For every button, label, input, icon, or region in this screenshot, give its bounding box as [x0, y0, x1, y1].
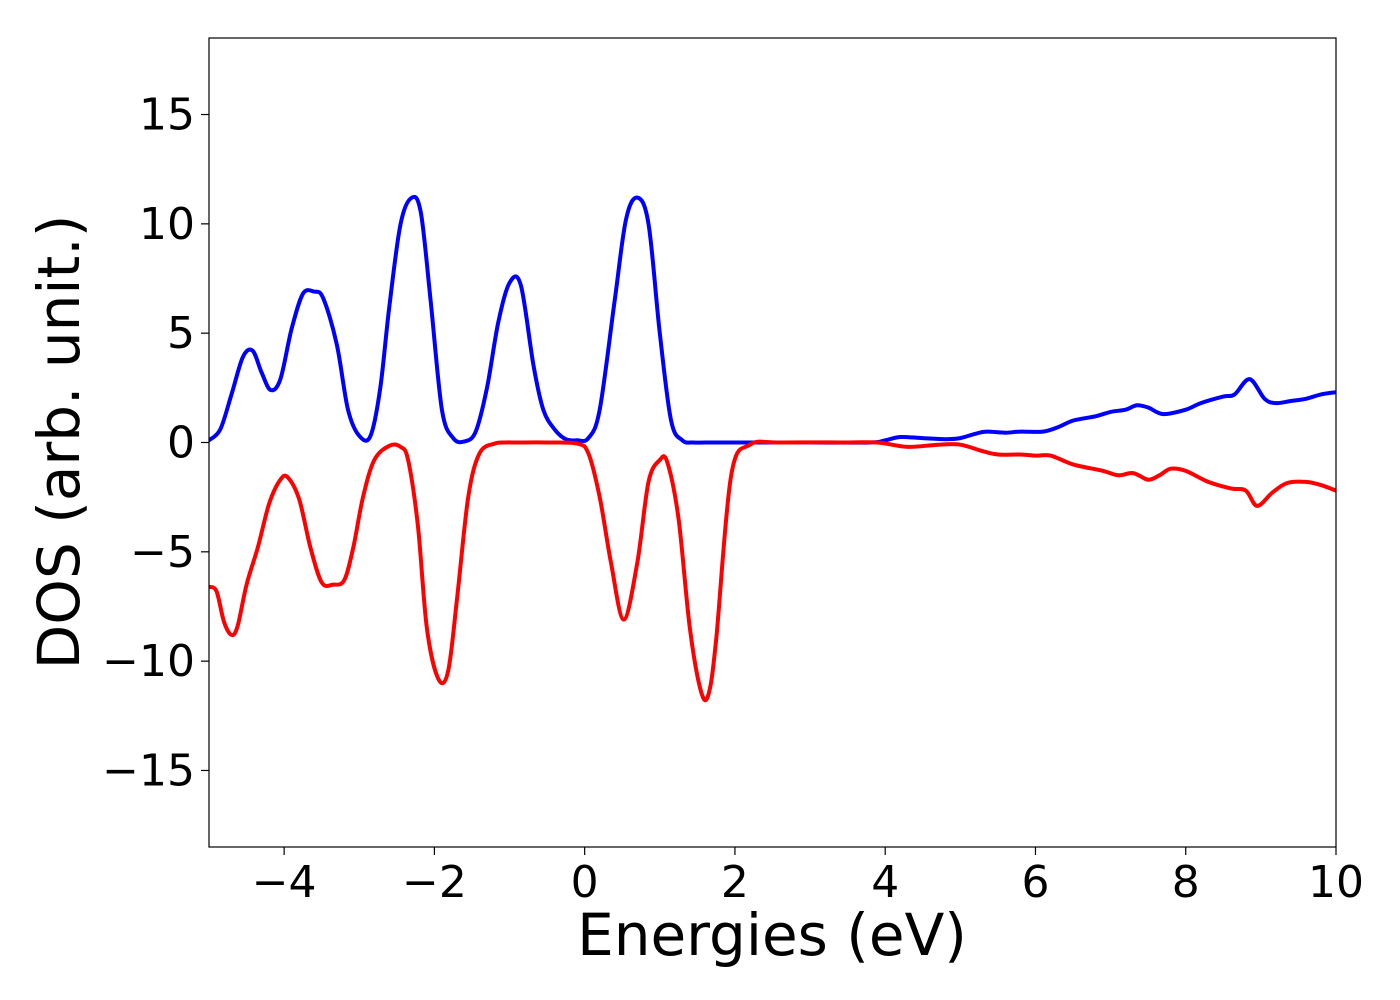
y-tick-label: −5: [130, 527, 195, 578]
y-tick-label: 5: [167, 308, 195, 359]
x-tick-label: 8: [1172, 857, 1200, 908]
x-tick-label: 10: [1308, 857, 1364, 908]
x-tick-label: −4: [252, 857, 317, 908]
dos-chart: −4 −2 0 2 4 6 8 10 −15 −10 −5 0 5 10 15 Energies (eV)…: [0, 0, 1400, 1000]
y-tick-label: 10: [139, 199, 195, 250]
x-tick-label: 6: [1021, 857, 1049, 908]
y-tick-label: −10: [102, 636, 195, 687]
y-axis-label: DOS (arb. unit.): [25, 215, 93, 670]
chart-canvas: −4 −2 0 2 4 6 8 10 −15−10−5051015 Energies (eV)…: [0, 0, 1400, 1000]
y-tick-label: 15: [139, 90, 195, 141]
y-tick-label: 0: [167, 418, 195, 469]
x-tick-label: −2: [402, 857, 467, 908]
x-axis-label: Energies (eV): [577, 901, 967, 969]
y-tick-label: −15: [102, 745, 195, 796]
